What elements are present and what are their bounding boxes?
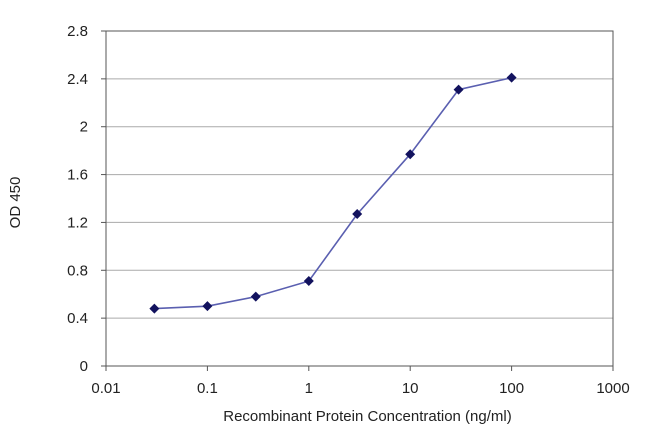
- data-point: [250, 291, 261, 302]
- plot-frame: [105, 30, 614, 367]
- data-point: [405, 149, 416, 160]
- y-tick-label: 0.8: [67, 262, 88, 279]
- y-axis-title: OD 450: [7, 177, 24, 229]
- x-tick-label: 10: [402, 380, 419, 397]
- x-axis-title: Recombinant Protein Concentration (ng/ml…: [223, 408, 511, 425]
- x-tick-label: 1: [305, 380, 313, 397]
- series: [149, 72, 517, 314]
- data-point: [352, 209, 363, 220]
- y-tick-label: 1.6: [67, 167, 88, 184]
- x-tick-label: 0.01: [91, 380, 120, 397]
- data-point: [149, 303, 160, 314]
- x-tick-label: 100: [499, 380, 524, 397]
- data-point: [453, 84, 464, 95]
- y-tick-label: 0.4: [67, 310, 88, 327]
- y-tick-label: 2.4: [67, 71, 88, 88]
- y-tick-labels: 0 0.4 0.8 1.2 1.6 2 2.4 2.8: [67, 23, 88, 375]
- data-point: [202, 301, 213, 312]
- x-tick-label: 0.1: [197, 380, 218, 397]
- x-tick-labels: 0.01 0.1 1 10 100 1000: [91, 380, 629, 397]
- y-tick-label: 0: [80, 358, 88, 375]
- x-tick-label: 1000: [596, 380, 629, 397]
- y-tick-label: 1.2: [67, 214, 88, 231]
- data-point: [506, 72, 517, 83]
- gridlines: [106, 30, 613, 319]
- axes: [101, 30, 614, 371]
- data-point: [303, 276, 314, 287]
- y-tick-label: 2: [80, 119, 88, 136]
- series-line: [154, 76, 512, 310]
- y-tick-label: 2.8: [67, 23, 88, 40]
